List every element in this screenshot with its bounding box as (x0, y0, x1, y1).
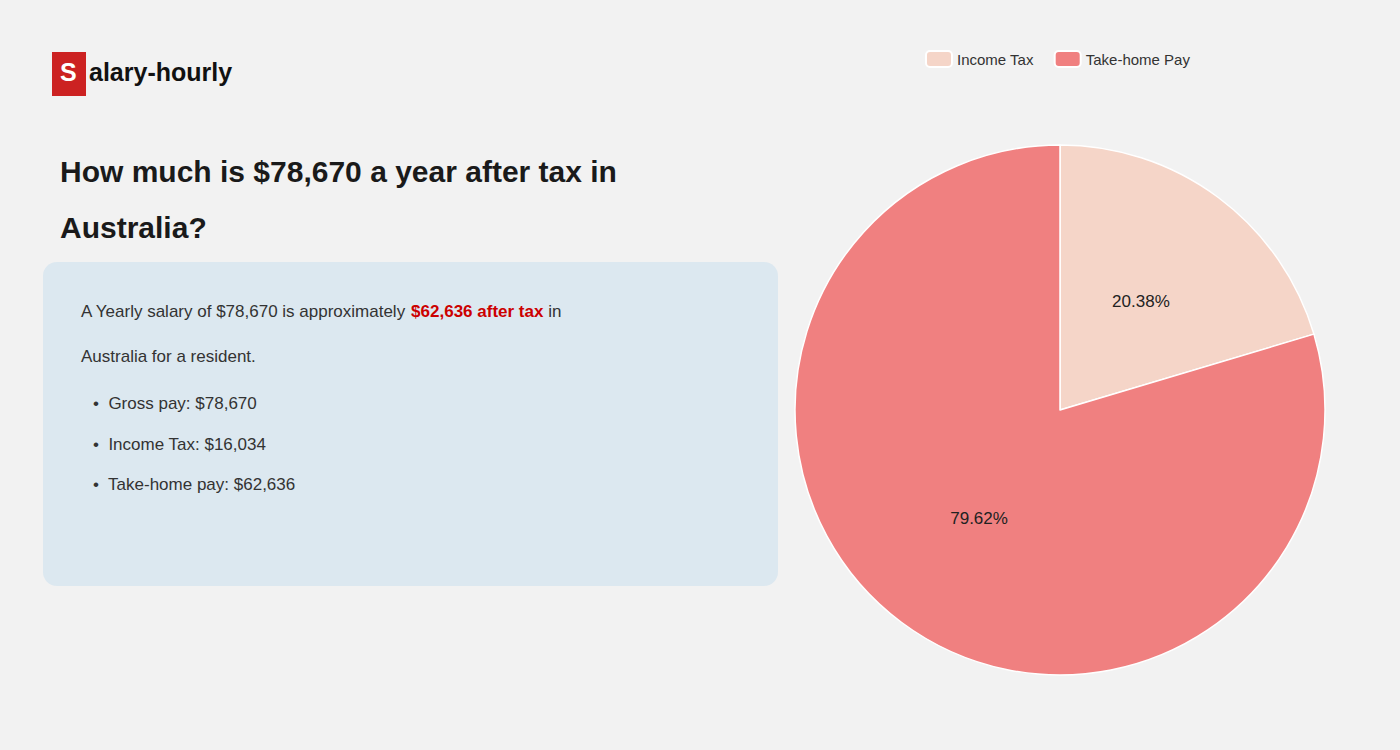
svg-text:Take-home Pay: Take-home Pay (1086, 51, 1191, 68)
svg-text:Australia?: Australia? (60, 211, 207, 244)
svg-text:How much is $78,670 a year aft: How much is $78,670 a year after tax in (60, 155, 617, 188)
svg-text:79.62%: 79.62% (950, 509, 1008, 528)
svg-text:Income Tax: Income Tax (957, 51, 1034, 68)
svg-text:alary-hourly: alary-hourly (89, 58, 232, 86)
svg-text:• Take-home pay: $62,636: • Take-home pay: $62,636 (93, 475, 295, 494)
svg-text:in: in (543, 302, 561, 321)
svg-text:S: S (60, 58, 77, 86)
svg-text:A Yearly salary of $78,670 is: A Yearly salary of $78,670 is approximat… (81, 302, 410, 321)
svg-text:• Income Tax: $16,034: • Income Tax: $16,034 (93, 435, 266, 454)
svg-text:20.38%: 20.38% (1112, 292, 1170, 311)
svg-text:• Gross pay: $78,670: • Gross pay: $78,670 (93, 394, 257, 413)
svg-text:Australia for a resident.: Australia for a resident. (81, 347, 256, 366)
svg-text:$62,636 after tax: $62,636 after tax (411, 302, 544, 321)
